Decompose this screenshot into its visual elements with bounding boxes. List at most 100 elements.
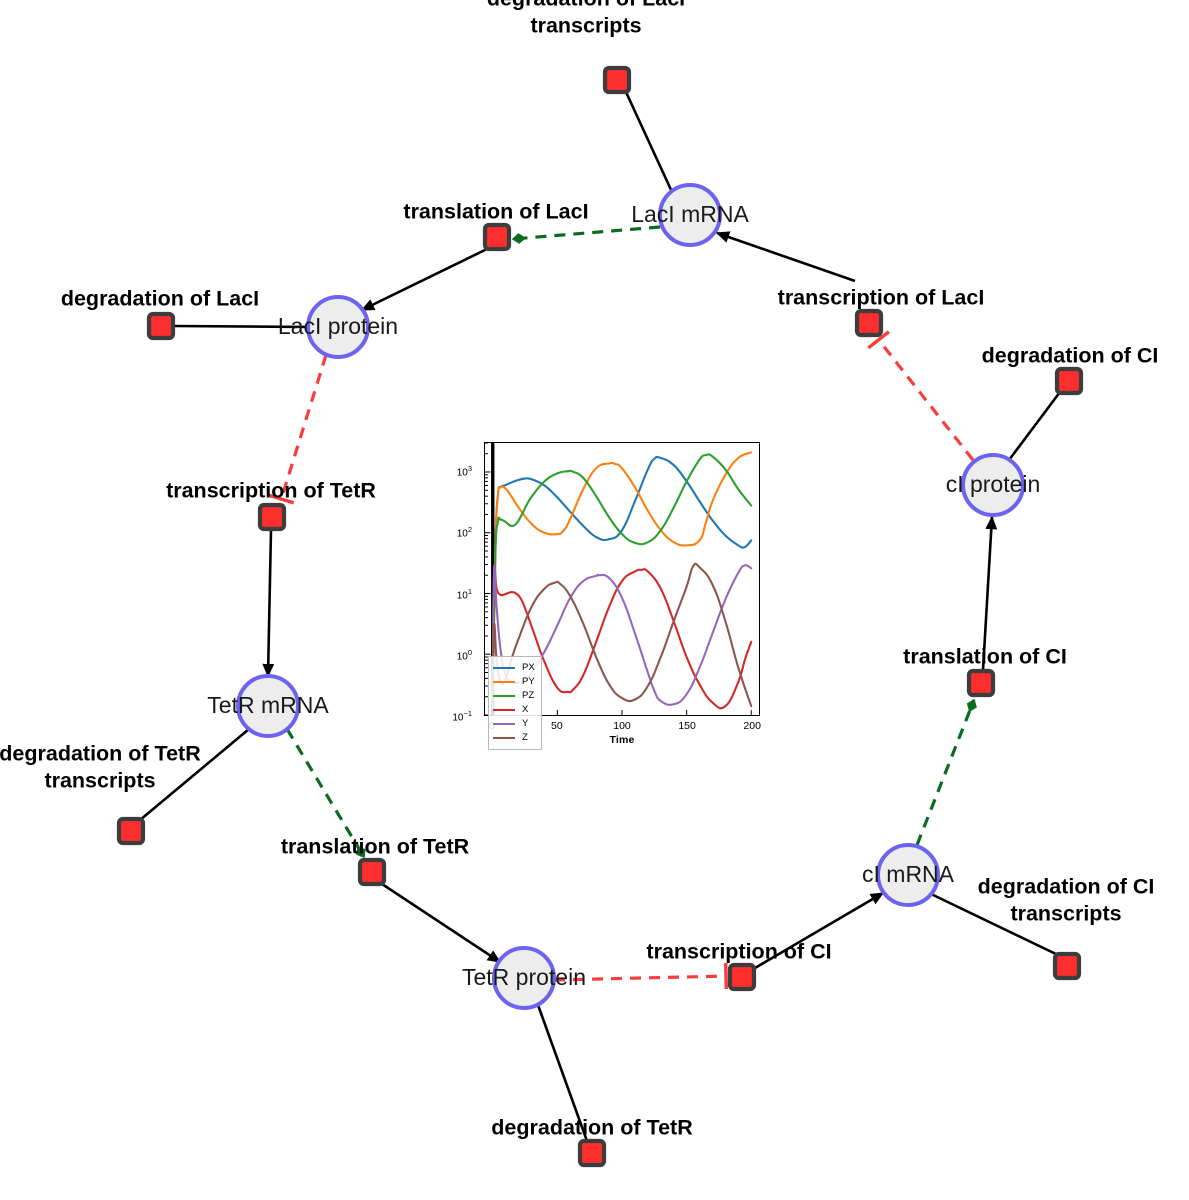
plot-x-tick: 150 [678, 720, 696, 732]
reaction-node-deg_ci[interactable] [1054, 366, 1084, 396]
reaction-label: transcription of LacI [778, 286, 985, 310]
edge-inhibition [553, 962, 729, 990]
plot-series-X [491, 563, 753, 710]
reaction-label: degradation of LacI transcripts [487, 0, 685, 38]
edge-production [715, 231, 856, 283]
legend-item: Z [493, 731, 535, 745]
legend-swatch [493, 667, 515, 669]
svg-text:degradation of TetR: degradation of TetR [491, 1116, 693, 1140]
legend-swatch [493, 681, 515, 683]
plot-x-tick: 100 [613, 720, 631, 732]
species-label: LacI protein [278, 313, 398, 339]
legend-label: PX [522, 662, 535, 674]
svg-text:degradation of TetR: degradation of TetR [0, 742, 201, 766]
legend-item: PZ [493, 689, 535, 703]
edge-production [262, 529, 275, 678]
legend-label: X [522, 704, 529, 716]
edge-inhibition [867, 330, 975, 461]
svg-text:transcription of CI: transcription of CI [646, 940, 831, 964]
plot-series-PX [491, 455, 753, 706]
svg-text:transcripts: transcripts [1010, 902, 1121, 926]
edge-layer [139, 91, 1062, 1142]
edge-production [928, 891, 1059, 957]
reaction-node-tl_laci[interactable] [482, 222, 512, 252]
edge-production [139, 728, 250, 821]
legend-label: Z [522, 732, 528, 744]
plot-y-tick: 103 [456, 464, 472, 479]
plot-y-tick: 102 [456, 525, 472, 540]
reaction-node-deg_laci[interactable] [146, 311, 176, 341]
edge-inhibition [268, 354, 328, 505]
species-node-laci_protein[interactable] [306, 295, 370, 359]
edge-catalysis [285, 728, 366, 859]
legend-label: PY [522, 676, 535, 688]
reaction-label: degradation of TetR [491, 1116, 693, 1140]
species-node-tetr_mrna[interactable] [236, 674, 300, 738]
svg-text:transcription of TetR: transcription of TetR [166, 479, 376, 503]
reaction-label: translation of CI [903, 645, 1067, 669]
svg-text:transcription of LacI: transcription of LacI [778, 286, 985, 310]
plot-x-axis-label: Time [609, 734, 635, 746]
reaction-label: degradation of CI transcripts [978, 875, 1155, 926]
plot-x-tick: 200 [743, 720, 761, 732]
species-label: TetR mRNA [207, 692, 329, 718]
species-node-tetr_protein[interactable] [492, 946, 556, 1010]
reaction-node-deg_tetr[interactable] [577, 1138, 607, 1168]
edge-catalysis [511, 225, 661, 244]
reaction-node-deg_ci_tx[interactable] [1052, 951, 1082, 981]
plot-tick-marks [485, 443, 752, 715]
svg-text:transcripts: transcripts [530, 14, 641, 38]
legend-item: Y [493, 717, 535, 731]
edge-production [981, 515, 998, 671]
svg-text:translation of TetR: translation of TetR [281, 835, 470, 859]
legend-label: PZ [522, 690, 535, 702]
svg-text:degradation of LacI: degradation of LacI [487, 0, 685, 11]
species-label: cI protein [946, 471, 1041, 497]
edge-production [1007, 391, 1062, 461]
reaction-node-tl_tetr[interactable] [357, 857, 387, 887]
species-node-ci_protein[interactable] [961, 453, 1025, 517]
edge-production [754, 891, 885, 970]
edge-production [381, 882, 502, 964]
reaction-node-tx_ci[interactable] [727, 962, 757, 992]
species-label: cI mRNA [862, 861, 955, 887]
label-layer: LacI mRNA LacI protein TetR mRNA TetR prote… [0, 0, 1158, 1140]
legend-item: PX [493, 661, 535, 675]
legend-item: X [493, 703, 535, 717]
species-node-ci_mrna[interactable] [876, 843, 940, 907]
plot-x-tick: 50 [551, 720, 563, 732]
species-label: TetR protein [462, 964, 586, 990]
plot-series-PY [491, 451, 753, 710]
plot-series-PZ [491, 453, 753, 708]
reaction-node-deg_laci_tx[interactable] [602, 65, 632, 95]
reaction-label: degradation of CI [982, 344, 1159, 368]
svg-text:degradation of CI: degradation of CI [982, 344, 1159, 368]
species-node-laci_mrna[interactable] [658, 183, 722, 247]
edge-production [536, 1004, 589, 1142]
reaction-label: degradation of LacI [61, 287, 259, 311]
legend-label: Y [522, 718, 529, 730]
svg-text:translation of CI: translation of CI [903, 645, 1067, 669]
edge-production [360, 247, 488, 312]
reaction-node-tx_tetr[interactable] [257, 502, 287, 532]
legend-swatch [493, 709, 515, 711]
reaction-node-deg_tetr_tx[interactable] [116, 816, 146, 846]
reaction-label: transcription of CI [646, 940, 831, 964]
legend-swatch [493, 723, 515, 725]
edge-production [624, 91, 674, 193]
reaction-node-tx_laci[interactable] [854, 308, 884, 338]
legend-swatch [493, 695, 515, 697]
svg-text:degradation of CI: degradation of CI [978, 875, 1155, 899]
species-label: LacI mRNA [631, 201, 749, 227]
reaction-node-tl_ci[interactable] [966, 668, 996, 698]
svg-text:degradation of LacI: degradation of LacI [61, 287, 259, 311]
reaction-label: translation of LacI [403, 200, 588, 224]
plot-y-tick: 10−1 [452, 709, 472, 724]
reaction-label: degradation of TetR transcripts [0, 742, 201, 793]
svg-text:translation of LacI: translation of LacI [403, 200, 588, 224]
edge-catalysis [915, 698, 977, 846]
plot-y-tick: 101 [456, 586, 472, 601]
